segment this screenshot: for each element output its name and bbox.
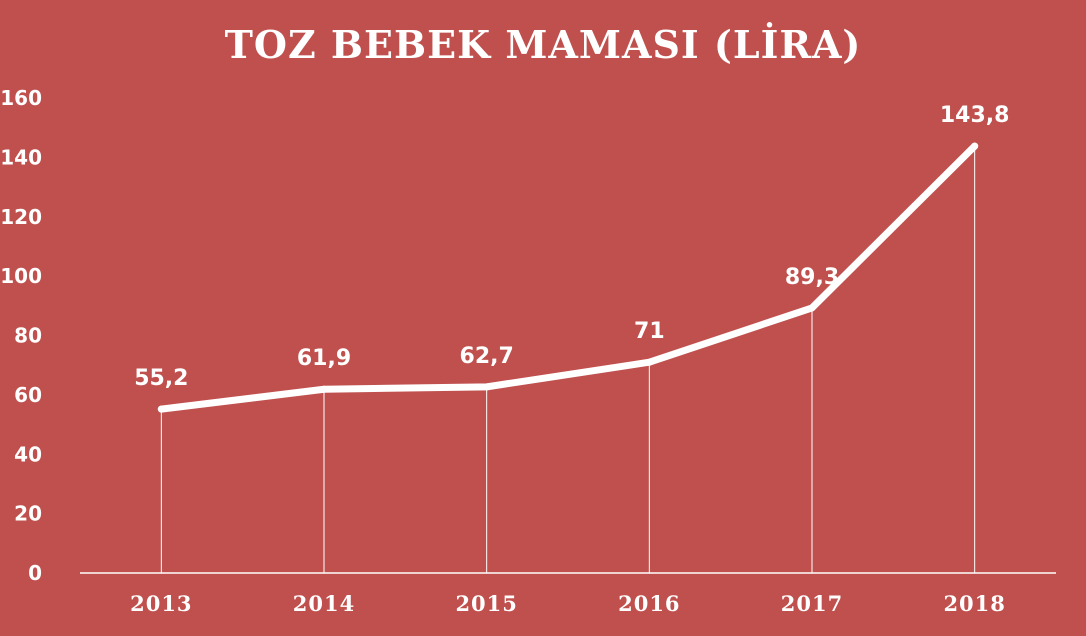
data-point — [320, 385, 328, 393]
data-label: 55,2 — [134, 366, 188, 391]
y-tick-label: 120 — [0, 205, 42, 229]
y-tick-label: 160 — [0, 86, 42, 110]
x-tick-label: 2018 — [943, 591, 1005, 616]
y-tick-label: 0 — [28, 561, 42, 585]
data-point — [645, 358, 653, 366]
data-point — [483, 383, 491, 391]
data-label: 61,9 — [297, 346, 351, 371]
data-point — [157, 405, 165, 413]
x-tick-label: 2015 — [455, 591, 517, 616]
x-tick-label: 2013 — [130, 591, 192, 616]
y-tick-label: 80 — [14, 324, 42, 348]
y-tick-label: 100 — [0, 264, 42, 288]
y-tick-label: 20 — [14, 502, 42, 526]
x-tick-label: 2017 — [781, 591, 843, 616]
series-line — [157, 142, 979, 413]
y-tick-label: 60 — [14, 383, 42, 407]
data-point — [808, 304, 816, 312]
data-label: 71 — [634, 319, 665, 344]
x-tick-label: 2014 — [293, 591, 355, 616]
data-label: 143,8 — [940, 103, 1010, 128]
y-tick-label: 40 — [14, 442, 42, 466]
y-tick-label: 140 — [0, 145, 42, 169]
data-point — [971, 142, 979, 150]
data-label: 89,3 — [785, 265, 839, 290]
data-label: 62,7 — [460, 344, 514, 369]
x-tick-label: 2016 — [618, 591, 680, 616]
chart-title: TOZ BEBEK MAMASI (LİRA) — [224, 22, 862, 67]
